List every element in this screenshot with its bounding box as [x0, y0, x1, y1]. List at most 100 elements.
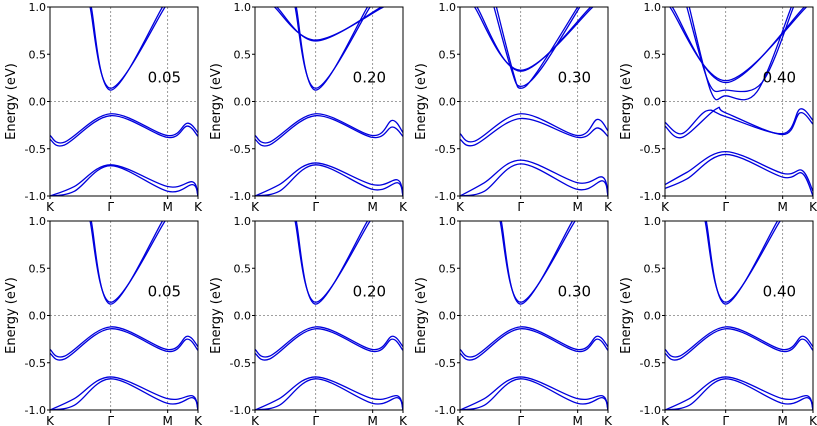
band-line-conduction-2: [90, 221, 164, 305]
x-tick-label: M: [572, 200, 582, 214]
y-tick-label: 1.0: [439, 1, 457, 14]
y-tick-label: -0.5: [230, 357, 251, 370]
y-tick-label: 0.5: [439, 262, 457, 275]
y-tick-label: 1.0: [234, 215, 252, 228]
panel-top-1: -1.0 -0.5 0.0 0.5 1.0 K Γ M K Energy (eV) 0.05: [4, 1, 203, 214]
band-line-conduction-2: [705, 221, 779, 305]
panel-bottom-2: -1.0 -0.5 0.0 0.5 1.0 K Γ M K Energy (eV) 0.20: [209, 215, 408, 426]
band-line-conduction-1: [474, 7, 594, 71]
band-line-lower-2: [50, 378, 198, 410]
y-tick-label: -1.0: [230, 404, 251, 417]
y-tick-label: 0.5: [644, 262, 662, 275]
band-line-conduction-3: [294, 7, 371, 89]
bands: [665, 221, 813, 410]
band-line-lower-2: [460, 163, 608, 196]
x-tick-label: K: [251, 200, 260, 214]
band-line-valence-2: [460, 328, 608, 361]
band-line-lower-2: [665, 378, 813, 410]
band-line-valence-2: [255, 328, 403, 361]
band-line-lower-1: [50, 376, 198, 410]
x-tick-label: Γ: [722, 414, 729, 426]
y-tick-label: 0.5: [644, 48, 662, 61]
x-tick-label: Γ: [107, 200, 114, 214]
band-line-conduction-3: [493, 7, 581, 88]
y-tick-label: 0.5: [29, 262, 47, 275]
x-tick-label: M: [367, 414, 377, 426]
x-tick-label: K: [46, 200, 55, 214]
panel-annotation: 0.20: [353, 69, 386, 87]
y-axis-label: Energy (eV): [414, 63, 429, 140]
band-line-conduction-1: [89, 7, 166, 89]
y-tick-label: -1.0: [25, 404, 46, 417]
y-tick-label: 0.0: [234, 310, 252, 323]
band-line-lower-1: [255, 162, 403, 196]
x-tick-label: K: [809, 200, 817, 214]
bands: [50, 7, 198, 196]
x-tick-label: K: [604, 414, 613, 426]
band-line-conduction-1: [499, 221, 576, 303]
x-tick-label: M: [777, 200, 787, 214]
y-axis-label: Energy (eV): [4, 277, 19, 354]
y-axis-label: Energy (eV): [4, 63, 19, 140]
x-tick-label: Γ: [517, 414, 524, 426]
y-tick-label: 0.0: [439, 96, 457, 109]
panel-annotation: 0.40: [763, 69, 796, 87]
y-tick-label: 0.5: [439, 48, 457, 61]
band-line-valence-1: [665, 108, 813, 135]
y-tick-label: 1.0: [644, 1, 662, 14]
x-tick-label: K: [456, 414, 465, 426]
x-tick-label: Γ: [312, 414, 319, 426]
panel-top-3: -1.0 -0.5 0.0 0.5 1.0 K Γ M K Energy (eV) 0.30: [414, 1, 613, 214]
band-line-valence-2: [50, 115, 198, 147]
band-line-lower-2: [50, 165, 198, 196]
x-tick-label: K: [661, 200, 670, 214]
y-tick-label: 0.0: [644, 96, 662, 109]
y-tick-label: -1.0: [640, 404, 661, 417]
x-tick-label: K: [399, 200, 408, 214]
x-tick-label: K: [604, 200, 613, 214]
y-tick-label: 1.0: [29, 215, 47, 228]
band-line-conduction-2: [500, 221, 574, 305]
y-tick-label: 0.0: [439, 310, 457, 323]
band-line-lower-2: [255, 378, 403, 410]
y-tick-label: 0.5: [234, 262, 252, 275]
y-tick-label: 1.0: [29, 1, 47, 14]
band-line-valence-1: [460, 113, 608, 143]
band-line-lower-2: [460, 378, 608, 410]
bands: [665, 7, 813, 196]
band-line-lower-1: [460, 376, 608, 410]
y-tick-label: 0.0: [29, 310, 47, 323]
x-tick-label: Γ: [722, 200, 729, 214]
x-tick-label: K: [809, 414, 817, 426]
x-tick-label: M: [777, 414, 787, 426]
x-tick-label: K: [456, 200, 465, 214]
band-line-conduction-2: [476, 7, 592, 72]
band-line-lower-1: [255, 376, 403, 410]
y-tick-label: -0.5: [230, 143, 251, 156]
band-line-conduction-2: [276, 7, 382, 42]
y-tick-label: 0.5: [29, 48, 47, 61]
y-tick-label: -1.0: [435, 190, 456, 203]
band-line-valence-1: [50, 326, 198, 358]
band-line-valence-2: [460, 117, 608, 147]
y-axis-label: Energy (eV): [619, 277, 634, 354]
band-line-conduction-3: [686, 7, 795, 93]
band-line-conduction-2: [295, 221, 369, 305]
x-tick-label: Γ: [517, 200, 524, 214]
band-line-conduction-1: [704, 221, 781, 303]
band-line-valence-2: [50, 328, 198, 361]
y-tick-label: 0.0: [29, 96, 47, 109]
bands: [50, 221, 198, 410]
band-line-valence-2: [255, 115, 403, 147]
x-tick-label: K: [399, 414, 408, 426]
band-line-lower-1: [665, 150, 813, 192]
y-tick-label: -1.0: [25, 190, 46, 203]
band-line-valence-1: [255, 326, 403, 358]
band-line-valence-2: [665, 328, 813, 361]
y-axis-label: Energy (eV): [414, 277, 429, 354]
bands: [460, 221, 608, 410]
panel-top-4: -1.0 -0.5 0.0 0.5 1.0 K Γ M K Energy (eV) 0.40: [619, 1, 817, 214]
band-line-lower-1: [460, 159, 608, 196]
band-line-lower-1: [665, 376, 813, 410]
